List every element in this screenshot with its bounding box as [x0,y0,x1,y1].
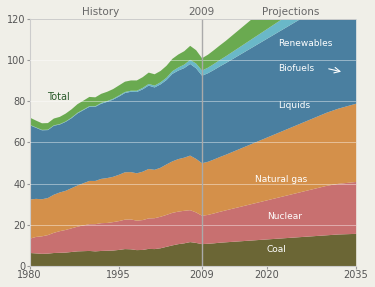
Text: 2009: 2009 [188,7,214,17]
Text: Renewables: Renewables [279,39,333,48]
Text: Coal: Coal [267,245,286,254]
Text: Biofuels: Biofuels [279,64,315,73]
Text: Liquids: Liquids [279,101,311,110]
Text: Total: Total [47,92,70,102]
Text: History: History [82,7,119,17]
Text: Natural gas: Natural gas [255,175,307,184]
Text: Nuclear: Nuclear [267,212,302,221]
Text: Projections: Projections [262,7,319,17]
